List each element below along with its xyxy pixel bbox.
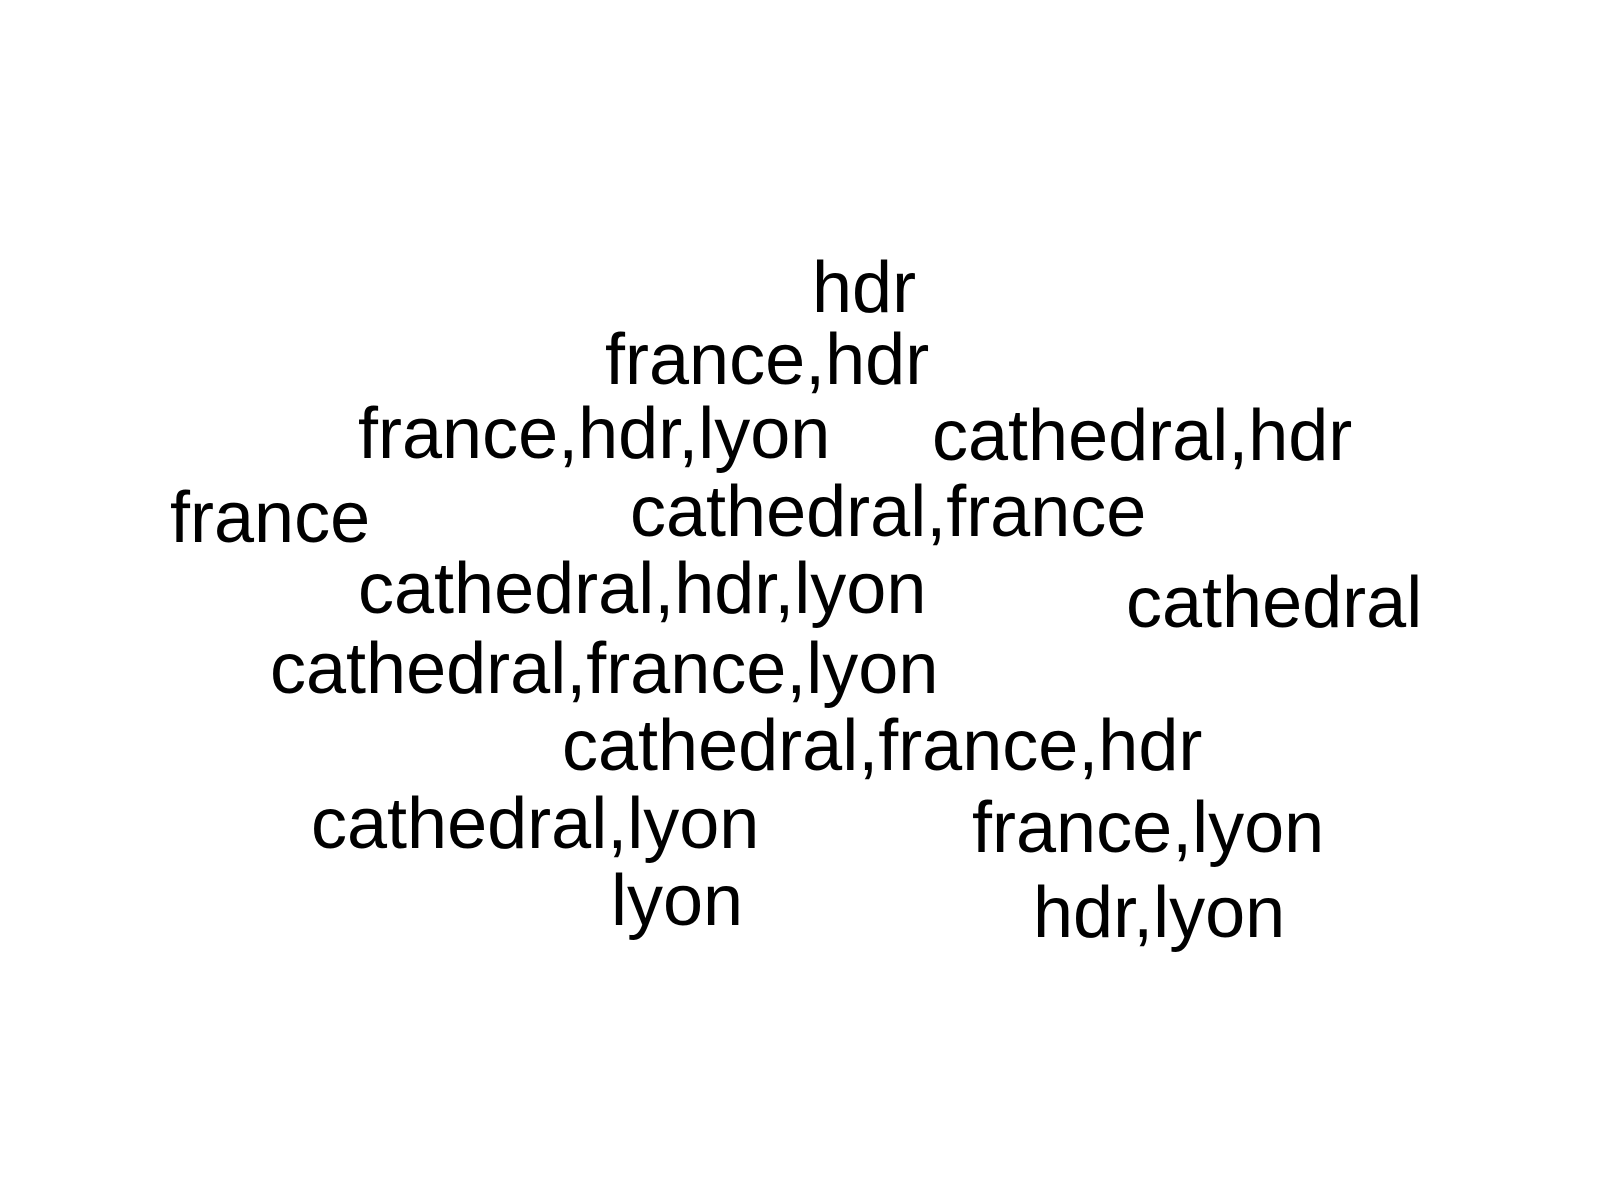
word-hdr: hdr xyxy=(812,248,917,328)
word-france-hdr-lyon: france,hdr,lyon xyxy=(358,394,831,474)
word-cathedral-hdr: cathedral,hdr xyxy=(932,396,1353,476)
word-cathedral: cathedral xyxy=(1126,563,1423,643)
word-france: france xyxy=(170,478,371,558)
word-cathedral-lyon: cathedral,lyon xyxy=(311,784,760,864)
word-cathedral-france-lyon: cathedral,france,lyon xyxy=(270,629,939,709)
word-france-lyon: france,lyon xyxy=(972,788,1325,868)
word-cathedral-hdr-lyon: cathedral,hdr,lyon xyxy=(358,549,927,629)
word-hdr-lyon: hdr,lyon xyxy=(1033,873,1286,953)
word-france-hdr: france,hdr xyxy=(605,320,930,400)
word-cathedral-france-hdr: cathedral,france,hdr xyxy=(562,706,1203,786)
word-cathedral-france: cathedral,france xyxy=(630,472,1147,552)
word-lyon: lyon xyxy=(611,861,744,941)
